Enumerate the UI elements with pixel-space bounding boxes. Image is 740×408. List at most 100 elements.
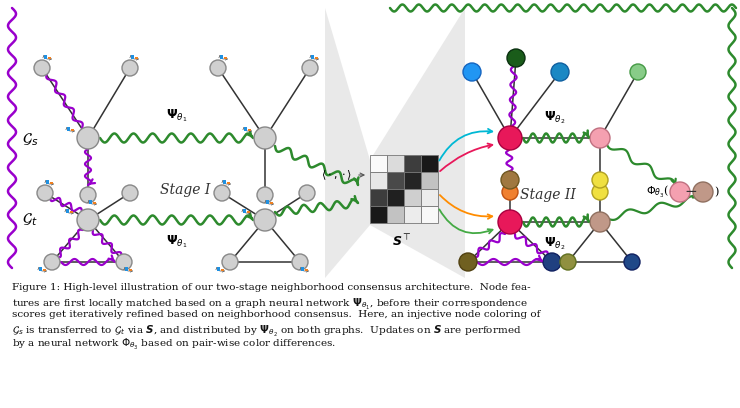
Circle shape: [624, 254, 640, 270]
Bar: [129, 268, 132, 271]
FancyBboxPatch shape: [387, 155, 404, 172]
FancyBboxPatch shape: [387, 172, 404, 189]
FancyBboxPatch shape: [370, 206, 387, 223]
Circle shape: [590, 128, 610, 148]
Circle shape: [37, 185, 53, 201]
Bar: [46, 180, 49, 184]
Circle shape: [543, 253, 561, 271]
Bar: [39, 267, 42, 271]
Bar: [93, 202, 96, 204]
FancyBboxPatch shape: [404, 189, 421, 206]
Bar: [48, 56, 51, 59]
Circle shape: [77, 127, 99, 149]
Circle shape: [80, 187, 96, 203]
FancyBboxPatch shape: [370, 172, 387, 189]
FancyBboxPatch shape: [421, 172, 438, 189]
Bar: [66, 209, 69, 213]
Text: $\mathbf{\Psi}_{\theta_2}$: $\mathbf{\Psi}_{\theta_2}$: [545, 110, 565, 126]
FancyBboxPatch shape: [421, 206, 438, 223]
Circle shape: [299, 185, 315, 201]
Text: $\Phi_{\theta_3}$(: $\Phi_{\theta_3}$(: [646, 184, 669, 200]
Circle shape: [630, 64, 646, 80]
Bar: [89, 200, 92, 204]
FancyBboxPatch shape: [404, 172, 421, 189]
Text: $\boldsymbol{S}^\top$: $\boldsymbol{S}^\top$: [392, 233, 412, 249]
Circle shape: [459, 253, 477, 271]
Circle shape: [498, 210, 522, 234]
Circle shape: [551, 63, 569, 81]
Bar: [248, 129, 251, 131]
Text: by a neural network $\Phi_{\theta_3}$ based on pair-wise color differences.: by a neural network $\Phi_{\theta_3}$ ba…: [12, 337, 336, 352]
Bar: [223, 180, 226, 184]
Bar: [50, 182, 53, 184]
Bar: [131, 55, 134, 59]
Bar: [135, 56, 138, 59]
Circle shape: [590, 212, 610, 232]
Circle shape: [592, 172, 608, 188]
Text: $\mathcal{G}_s$ is transferred to $\mathcal{G}_t$ via $\boldsymbol{S}$, and dist: $\mathcal{G}_s$ is transferred to $\math…: [12, 324, 522, 339]
Text: −: −: [684, 184, 697, 200]
Bar: [247, 211, 250, 213]
Circle shape: [463, 63, 481, 81]
Bar: [220, 55, 223, 59]
Circle shape: [254, 127, 276, 149]
Bar: [301, 267, 304, 271]
Bar: [70, 211, 73, 213]
FancyBboxPatch shape: [370, 155, 387, 172]
Circle shape: [122, 185, 138, 201]
Bar: [244, 127, 247, 131]
Bar: [44, 55, 47, 59]
Circle shape: [670, 182, 690, 202]
Circle shape: [122, 60, 138, 76]
Circle shape: [210, 60, 226, 76]
Bar: [266, 200, 269, 204]
Bar: [217, 267, 220, 271]
Text: $\langle \cdot,\cdot \rangle$: $\langle \cdot,\cdot \rangle$: [321, 168, 352, 182]
Bar: [71, 129, 74, 131]
FancyBboxPatch shape: [421, 189, 438, 206]
Bar: [43, 268, 46, 271]
FancyBboxPatch shape: [387, 189, 404, 206]
Text: Stage I: Stage I: [160, 183, 210, 197]
Circle shape: [507, 49, 525, 67]
Circle shape: [214, 185, 230, 201]
Circle shape: [501, 171, 519, 189]
Circle shape: [502, 184, 518, 200]
Polygon shape: [370, 8, 465, 278]
Circle shape: [498, 126, 522, 150]
Circle shape: [292, 254, 308, 270]
Text: Stage II: Stage II: [520, 188, 576, 202]
Bar: [315, 56, 318, 59]
Text: ): ): [714, 187, 719, 197]
Bar: [224, 56, 227, 59]
Text: Figure 1: High-level illustration of our two-stage neighborhood consensus archit: Figure 1: High-level illustration of our…: [12, 283, 531, 292]
FancyBboxPatch shape: [421, 155, 438, 172]
FancyBboxPatch shape: [404, 206, 421, 223]
Bar: [221, 268, 224, 271]
FancyBboxPatch shape: [370, 189, 387, 206]
Circle shape: [560, 254, 576, 270]
Circle shape: [254, 209, 276, 231]
FancyBboxPatch shape: [387, 206, 404, 223]
Circle shape: [222, 254, 238, 270]
Polygon shape: [325, 8, 370, 278]
Bar: [243, 209, 246, 213]
Text: tures are first locally matched based on a graph neural network $\mathbf{\Psi}_{: tures are first locally matched based on…: [12, 297, 528, 312]
Circle shape: [34, 60, 50, 76]
Bar: [125, 267, 128, 271]
Text: $\mathcal{G}_s$: $\mathcal{G}_s$: [22, 132, 38, 149]
Bar: [67, 127, 70, 131]
Text: scores get iteratively refined based on neighborhood consensus.  Here, an inject: scores get iteratively refined based on …: [12, 310, 540, 319]
Bar: [270, 202, 273, 204]
Bar: [227, 182, 230, 184]
Text: $\mathcal{G}_t$: $\mathcal{G}_t$: [22, 212, 38, 228]
Bar: [305, 268, 308, 271]
Circle shape: [592, 184, 608, 200]
Text: $\mathbf{\Psi}_{\theta_2}$: $\mathbf{\Psi}_{\theta_2}$: [545, 236, 565, 252]
Bar: [311, 55, 314, 59]
Circle shape: [302, 60, 318, 76]
FancyBboxPatch shape: [404, 155, 421, 172]
Text: $\mathbf{\Psi}_{\theta_1}$: $\mathbf{\Psi}_{\theta_1}$: [166, 108, 187, 124]
Circle shape: [116, 254, 132, 270]
Text: $\mathbf{\Psi}_{\theta_1}$: $\mathbf{\Psi}_{\theta_1}$: [166, 234, 187, 250]
